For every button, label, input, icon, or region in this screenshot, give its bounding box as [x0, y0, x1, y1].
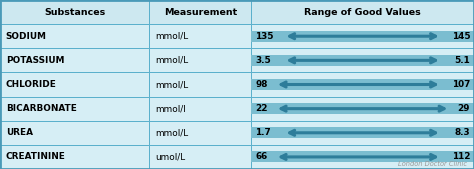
Bar [149, 96, 251, 121]
Bar [251, 103, 474, 114]
Text: Range of Good Values: Range of Good Values [304, 8, 421, 17]
Text: BICARBONATE: BICARBONATE [6, 104, 77, 113]
Text: 107: 107 [452, 80, 470, 89]
Text: Measurement: Measurement [164, 8, 237, 17]
Bar [251, 55, 474, 66]
Text: 5.1: 5.1 [455, 56, 470, 65]
Bar [149, 145, 251, 169]
Bar [0, 73, 149, 96]
Bar [251, 24, 474, 48]
Bar [251, 151, 474, 162]
Text: 3.5: 3.5 [255, 56, 271, 65]
Text: 66: 66 [255, 152, 267, 161]
Bar [251, 96, 474, 121]
Text: 112: 112 [452, 152, 470, 161]
Text: Substances: Substances [44, 8, 105, 17]
Bar [251, 0, 474, 24]
Text: London Doctor Clinic: London Doctor Clinic [398, 161, 467, 167]
Bar [149, 24, 251, 48]
Text: 98: 98 [255, 80, 267, 89]
Text: mmol/l: mmol/l [155, 104, 186, 113]
Bar [251, 48, 474, 73]
Bar [149, 0, 251, 24]
Text: 29: 29 [458, 104, 470, 113]
Bar [149, 48, 251, 73]
Bar [0, 48, 149, 73]
Text: CREATININE: CREATININE [6, 152, 65, 161]
Bar [251, 145, 474, 169]
Text: 1.7: 1.7 [255, 128, 271, 137]
Text: umol/L: umol/L [155, 152, 185, 161]
Text: POTASSIUM: POTASSIUM [6, 56, 64, 65]
Bar [149, 73, 251, 96]
Text: mmol/L: mmol/L [155, 80, 188, 89]
Bar [251, 31, 474, 42]
Text: 22: 22 [255, 104, 267, 113]
Text: mmol/L: mmol/L [155, 32, 188, 41]
Bar [0, 121, 149, 145]
Text: SODIUM: SODIUM [6, 32, 46, 41]
Text: 145: 145 [452, 32, 470, 41]
Text: mmol/L: mmol/L [155, 128, 188, 137]
Bar [149, 121, 251, 145]
Text: CHLORIDE: CHLORIDE [6, 80, 56, 89]
Bar [0, 96, 149, 121]
Text: 135: 135 [255, 32, 273, 41]
Text: 8.3: 8.3 [455, 128, 470, 137]
Text: mmol/L: mmol/L [155, 56, 188, 65]
Bar [251, 121, 474, 145]
Bar [251, 127, 474, 138]
Bar [0, 145, 149, 169]
Bar [251, 73, 474, 96]
Bar [251, 79, 474, 90]
Text: UREA: UREA [6, 128, 33, 137]
Bar [0, 24, 149, 48]
Bar [0, 0, 149, 24]
